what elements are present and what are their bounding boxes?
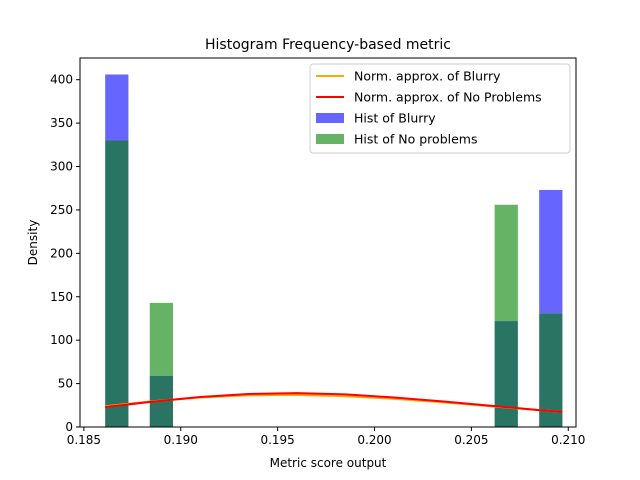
hist-bar-blurry: [105, 74, 129, 141]
histogram-bars: [105, 74, 563, 427]
y-tick-label: 350: [50, 116, 73, 130]
x-tick-label: 0.205: [454, 433, 488, 447]
y-tick-label: 150: [50, 290, 73, 304]
hist-bar-blurry: [539, 189, 563, 314]
y-tick-label: 200: [50, 246, 73, 260]
hist-bar-overlap: [105, 140, 129, 427]
legend-label: Hist of Blurry: [354, 111, 436, 126]
hist-bar-no-problems: [149, 302, 173, 376]
x-tick-label: 0.190: [164, 433, 198, 447]
y-tick-label: 250: [50, 203, 73, 217]
x-tick-label: 0.200: [357, 433, 391, 447]
legend-label: Hist of No problems: [354, 132, 478, 147]
x-tick-label: 0.195: [260, 433, 294, 447]
y-tick-label: 400: [50, 73, 73, 87]
x-axis-title: Metric score output: [270, 456, 387, 470]
plot-frame: [79, 57, 577, 428]
line-norm-no-problems: [105, 392, 563, 413]
x-tick-label: 0.185: [67, 433, 101, 447]
legend-label: Norm. approx. of Blurry: [354, 69, 501, 84]
hist-bar-overlap: [539, 313, 563, 427]
legend-patch-swatch: [316, 134, 344, 144]
y-axis-title: Density: [26, 220, 40, 266]
y-tick-label: 0: [65, 420, 73, 434]
norm-approx-lines: [105, 392, 563, 413]
x-tick-label: 0.210: [551, 433, 585, 447]
y-tick-label: 50: [58, 377, 73, 391]
y-tick-label: 300: [50, 160, 73, 174]
legend: Norm. approx. of Blurry Norm. approx. of …: [309, 63, 571, 154]
legend-label: Norm. approx. of No Problems: [354, 90, 542, 105]
hist-bar-overlap: [494, 321, 518, 427]
legend-patch-swatch: [316, 113, 344, 123]
x-axis-ticks: 0.185 0.190 0.195 0.200 0.205 0.210: [67, 427, 585, 447]
y-axis-ticks: 0 50 100 150 200 250 300 350 400: [50, 73, 80, 434]
chart-title: Histogram Frequency-based metric: [205, 37, 451, 53]
hist-bar-no-problems: [494, 204, 518, 322]
y-tick-label: 100: [50, 333, 73, 347]
legend-box: [309, 63, 571, 154]
